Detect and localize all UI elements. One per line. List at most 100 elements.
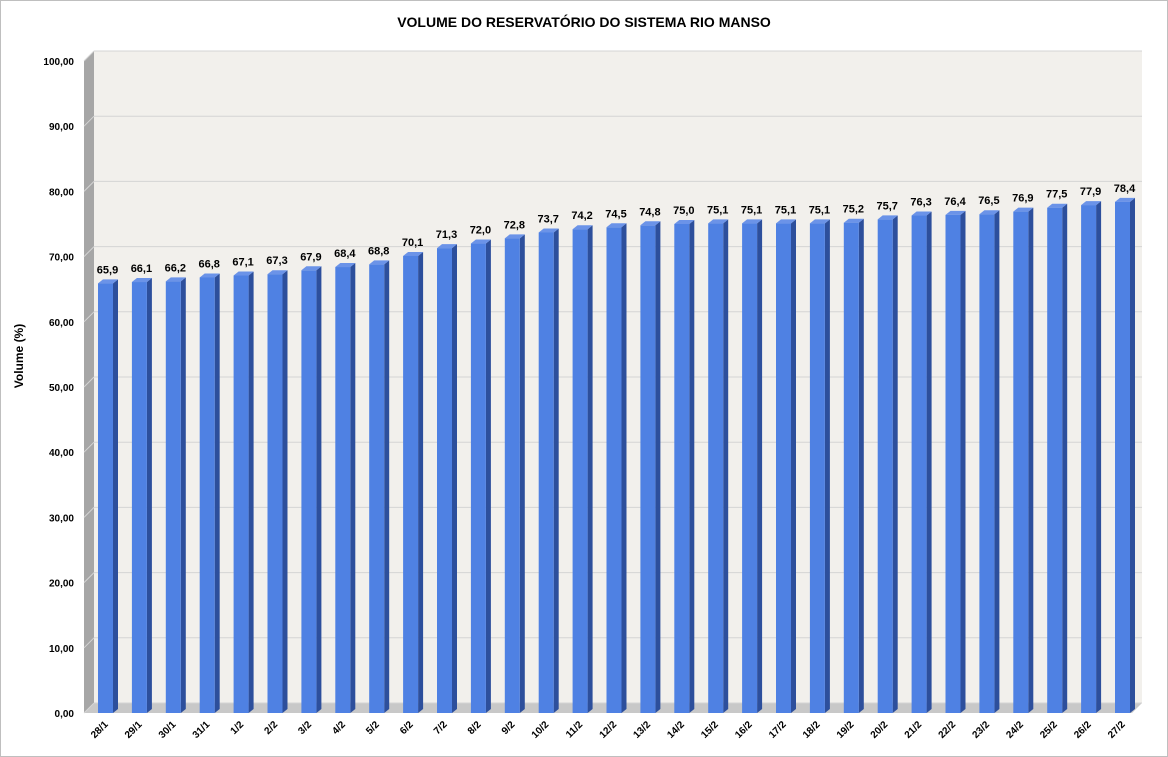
gridline-side [83, 376, 95, 388]
data-label: 76,5 [978, 195, 999, 207]
data-label: 70,1 [402, 237, 423, 249]
bar [98, 283, 113, 713]
bar-top [674, 220, 695, 224]
x-tick-label: 13/2 [631, 719, 653, 741]
gridline-side [83, 246, 95, 257]
bar-side [892, 215, 898, 713]
data-label: 71,3 [436, 229, 457, 241]
bar-top [979, 210, 1000, 215]
bar-side [655, 221, 661, 713]
bar [572, 229, 588, 713]
bar-side [350, 263, 356, 713]
x-tick-label: 1/2 [229, 719, 247, 737]
bar-side [791, 219, 796, 713]
bar-top [301, 266, 322, 271]
data-label: 65,9 [97, 264, 118, 276]
bar [165, 281, 181, 713]
x-tick-label: 4/2 [330, 719, 348, 737]
bar [945, 214, 961, 713]
data-label: 75,1 [775, 204, 796, 216]
x-tick-label: 27/2 [1106, 719, 1128, 741]
data-label: 75,7 [876, 200, 897, 212]
bar-side [248, 271, 254, 713]
bar-side [214, 273, 220, 713]
bar-top [606, 223, 627, 228]
bar-top [470, 239, 491, 244]
bar [911, 215, 927, 714]
bar [640, 225, 656, 713]
gridline-side [83, 572, 95, 583]
x-tick-label: 11/2 [564, 719, 585, 740]
bar-top [877, 215, 898, 220]
y-tick-label: 40,00 [49, 448, 74, 459]
x-tick-label: 28/1 [89, 719, 111, 741]
x-tick-label: 10/2 [530, 719, 552, 741]
bar-side [418, 251, 424, 713]
bar-side [858, 218, 864, 714]
data-labels: 65,9 66,1 66,2 66,8 67,1 67,3 67,9 68,4 68,8 70,1… [97, 183, 1136, 277]
bar-top [843, 218, 864, 223]
data-label: 77,9 [1080, 186, 1101, 198]
data-label: 75,1 [741, 204, 762, 216]
x-tick-label: 23/2 [970, 719, 992, 741]
bar [776, 223, 791, 713]
bar-top [233, 271, 254, 276]
bar-top [911, 211, 932, 216]
y-tick-label: 50,00 [49, 383, 74, 394]
bar-side [960, 210, 966, 713]
bar [979, 214, 995, 713]
bar [369, 264, 385, 713]
x-tick-label: 30/1 [157, 719, 179, 741]
bar [1081, 205, 1097, 714]
x-tick-label: 8/2 [466, 719, 484, 737]
bar-side [1028, 207, 1034, 713]
x-tick-label: 31/1 [191, 719, 213, 741]
bar [199, 277, 215, 713]
y-tick-label: 30,00 [49, 513, 74, 524]
bar-side [1096, 201, 1102, 714]
bar-top [131, 278, 152, 283]
bar-side [689, 220, 695, 713]
data-label: 76,9 [1012, 193, 1033, 205]
x-tick-label: 2/2 [263, 719, 281, 737]
bar-top [1115, 197, 1135, 202]
bar-side [926, 211, 932, 714]
bar [538, 232, 554, 713]
data-label: 73,7 [537, 213, 558, 225]
bar-top [809, 219, 830, 224]
bar-top [1047, 203, 1068, 208]
y-tick-label: 90,00 [49, 122, 74, 133]
bar [1013, 211, 1029, 713]
y-axis-ticks: 0,00 10,00 20,00 30,00 40,00 50,00 60,00 70,00 8… [43, 57, 74, 720]
x-tick-label: 7/2 [432, 719, 450, 737]
data-label: 68,4 [334, 248, 356, 260]
bar-top [572, 225, 593, 230]
bar [843, 222, 859, 714]
gridline-side [83, 441, 95, 453]
bar-side [994, 210, 1000, 713]
data-label: 75,0 [673, 205, 694, 217]
y-tick-label: 60,00 [49, 318, 74, 329]
bar-top [1081, 201, 1102, 206]
bar-top [708, 219, 729, 224]
bar [403, 255, 419, 713]
y-tick-label: 70,00 [49, 253, 74, 264]
bar-top [776, 219, 796, 224]
data-label: 75,1 [707, 204, 728, 216]
bar [809, 223, 825, 713]
bar [335, 267, 351, 713]
x-tick-label: 26/2 [1072, 719, 1094, 741]
bar-side [757, 219, 763, 713]
gridline-side [83, 702, 95, 714]
bar [1115, 201, 1130, 713]
x-tick-label: 24/2 [1004, 719, 1026, 741]
x-tick-label: 6/2 [398, 719, 416, 737]
x-tick-label: 15/2 [699, 719, 721, 741]
bar-top [1013, 207, 1034, 212]
bar-side [723, 219, 729, 713]
bar-side [587, 225, 593, 713]
gridline-side [83, 311, 95, 323]
data-label: 72,8 [504, 219, 525, 231]
bar-side [180, 277, 186, 713]
